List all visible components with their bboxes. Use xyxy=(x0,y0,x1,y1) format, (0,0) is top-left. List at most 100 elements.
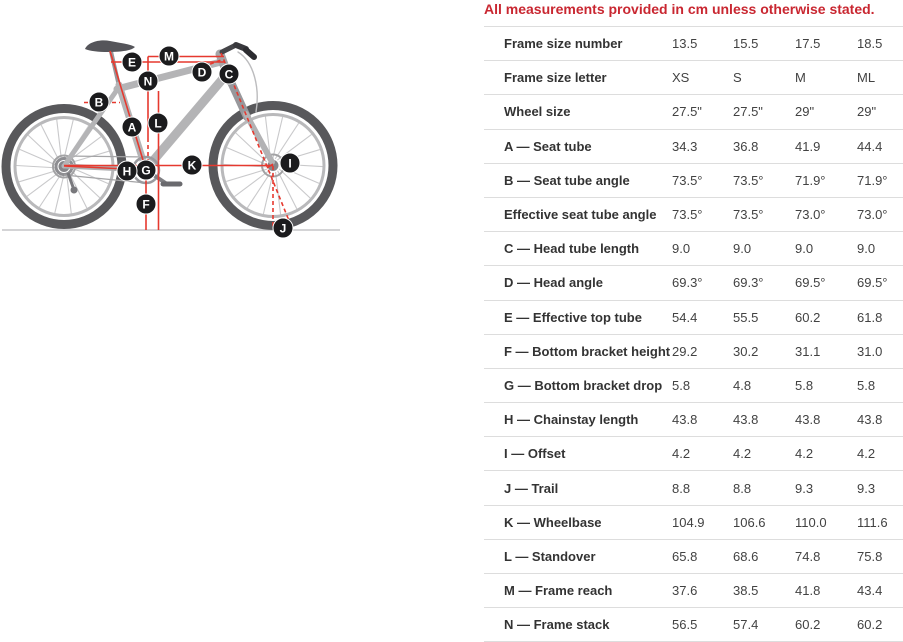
saddle xyxy=(85,40,135,52)
line-seat-tube-A xyxy=(109,50,147,171)
row-value: 9.0 xyxy=(733,241,752,257)
geometry-table: Frame size number 13.5 15.5 17.5 18.5 Frame s… xyxy=(484,26,903,642)
row-value: 43.8 xyxy=(795,412,821,428)
row-value: 55.5 xyxy=(733,309,759,325)
marker-i: I xyxy=(279,152,301,174)
row-value: 37.6 xyxy=(672,583,698,599)
row-value: 38.5 xyxy=(733,583,759,599)
table-row: A — Seat tube 34.3 36.8 41.9 44.4 xyxy=(484,130,903,164)
row-value: 73.0° xyxy=(857,207,888,223)
row-label: Effective seat tube angle xyxy=(504,207,657,223)
marker-h: H xyxy=(116,160,138,182)
row-value: 56.5 xyxy=(672,617,698,633)
row-value: 29" xyxy=(857,104,877,120)
row-value: 104.9 xyxy=(672,514,705,530)
row-value: 43.8 xyxy=(733,412,759,428)
row-value: 31.1 xyxy=(795,343,821,359)
table-row: M — Frame reach 37.6 38.5 41.8 43.4 xyxy=(484,574,903,609)
marker-b: B xyxy=(88,91,110,113)
row-value: 73.0° xyxy=(795,207,826,223)
chain-top xyxy=(63,155,147,158)
marker-l: L xyxy=(147,112,169,134)
row-value: 110.0 xyxy=(795,514,827,530)
table-row: Wheel size 27.5" 27.5" 29" 29" xyxy=(484,95,903,130)
row-value: 73.5° xyxy=(672,207,703,223)
row-value: 57.4 xyxy=(733,617,759,633)
row-label: M — Frame reach xyxy=(504,583,613,599)
drivetrain xyxy=(63,155,147,194)
table-row: I — Offset 4.2 4.2 4.2 4.2 xyxy=(484,437,903,472)
row-label: Frame size number xyxy=(504,36,623,52)
row-value: XS xyxy=(672,70,690,86)
row-value: 69.3° xyxy=(672,275,703,291)
row-value: 71.9° xyxy=(795,172,826,188)
row-value: 65.8 xyxy=(672,548,698,564)
row-value: 29" xyxy=(795,104,815,120)
row-value: 4.2 xyxy=(857,446,876,462)
row-value: 73.5° xyxy=(733,172,764,188)
row-value: 13.5 xyxy=(672,36,698,52)
table-row: D — Head angle 69.3° 69.3° 69.5° 69.5° xyxy=(484,266,903,301)
marker-e: E xyxy=(121,51,143,73)
table-row: Frame size letter XS S M ML xyxy=(484,61,903,96)
table-row: Frame size number 13.5 15.5 17.5 18.5 xyxy=(484,27,903,62)
marker-f: F xyxy=(135,193,157,215)
row-value: M xyxy=(795,70,806,86)
table-row: G — Bottom bracket drop 5.8 4.8 5.8 5.8 xyxy=(484,369,903,404)
row-value: 75.8 xyxy=(857,548,883,564)
marker-d: D xyxy=(191,61,213,83)
table-row: K — Wheelbase 104.9 106.6 110.0 111.6 xyxy=(484,506,903,540)
row-value: 9.3 xyxy=(795,480,814,496)
marker-n: N xyxy=(137,70,159,92)
row-value: 69.5° xyxy=(795,275,826,291)
fork-crown xyxy=(226,76,251,121)
row-value: 106.6 xyxy=(733,514,766,530)
table-row: F — Bottom bracket height 29.2 30.2 31.1 31.… xyxy=(484,335,903,369)
table-row: C — Head tube length 9.0 9.0 9.0 9.0 xyxy=(484,232,903,267)
rear-derailleur xyxy=(66,172,75,188)
row-label: A — Seat tube xyxy=(504,138,592,154)
table-row: E — Effective top tube 54.4 55.5 60.2 61.8 xyxy=(484,301,903,335)
row-label: D — Head angle xyxy=(504,275,603,291)
row-label: C — Head tube length xyxy=(504,241,640,257)
table-row: J — Trail 8.8 8.8 9.3 9.3 xyxy=(484,471,903,506)
row-value: 71.9° xyxy=(857,172,888,188)
row-value: 54.4 xyxy=(672,309,698,325)
row-value: 43.4 xyxy=(857,583,883,599)
row-value: 68.6 xyxy=(733,548,759,564)
row-value: 9.0 xyxy=(795,241,814,257)
row-label: E — Effective top tube xyxy=(504,309,642,325)
row-label: H — Chainstay length xyxy=(504,412,639,428)
row-value: 43.8 xyxy=(672,412,698,428)
row-label: K — Wheelbase xyxy=(504,514,602,530)
row-value: 27.5" xyxy=(672,104,702,120)
marker-g: G xyxy=(135,159,157,181)
row-value: 31.0 xyxy=(857,343,883,359)
row-value: 73.5° xyxy=(672,172,703,188)
row-value: 41.8 xyxy=(795,583,821,599)
row-value: 9.3 xyxy=(857,480,876,496)
row-value: 60.2 xyxy=(795,309,821,325)
row-value: 29.2 xyxy=(672,343,698,359)
row-value: 4.2 xyxy=(672,446,691,462)
row-label: F — Bottom bracket height xyxy=(504,343,671,359)
row-value: 4.2 xyxy=(733,446,752,462)
row-value: 74.8 xyxy=(795,548,821,564)
row-value: 30.2 xyxy=(733,343,759,359)
fork-lower xyxy=(243,111,275,165)
row-value: 73.5° xyxy=(733,207,764,223)
row-value: 44.4 xyxy=(857,138,883,154)
table-row: L — Standover 65.8 68.6 74.8 75.8 xyxy=(484,540,903,574)
row-value: 69.5° xyxy=(857,275,888,291)
measurement-note: All measurements provided in cm unless o… xyxy=(484,1,875,17)
row-value: ML xyxy=(857,70,876,86)
row-label: Frame size letter xyxy=(504,70,607,86)
marker-a: A xyxy=(121,116,143,138)
row-value: 43.8 xyxy=(857,412,883,428)
row-value: 34.3 xyxy=(672,138,698,154)
row-value: 5.8 xyxy=(672,377,691,393)
bike-illustration xyxy=(1,40,340,231)
row-value: 111.6 xyxy=(857,514,888,530)
